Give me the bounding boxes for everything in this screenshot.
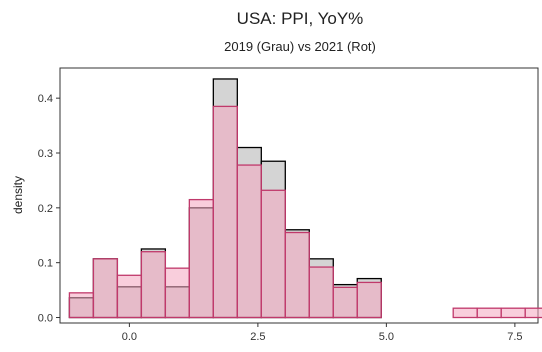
y-tick-label: 0.1: [38, 258, 53, 270]
x-tick-label: 7.5: [507, 331, 522, 343]
bar-2021-bin-17: [476, 307, 502, 319]
bar-2021-bin-18: [500, 307, 526, 319]
bar-2021-bin-0: [68, 292, 95, 319]
bar-2021-bin-5: [188, 198, 214, 319]
x-axis: 0.0 2.5 5.0 7.5: [122, 323, 523, 343]
bar-2021-bin-2: [116, 274, 143, 319]
bar-2021-bin-4: [164, 267, 191, 319]
y-tick-label: 0.0: [38, 313, 53, 325]
x-tick-label: 2.5: [250, 331, 265, 343]
x-tick-label: 5.0: [379, 331, 394, 343]
bar-2021-bin-7: [236, 164, 262, 319]
bar-2021-bin-10: [308, 266, 334, 319]
bar-2021-bin-16: [452, 307, 478, 319]
y-tick-label: 0.3: [38, 148, 53, 160]
bar-2021-bin-3: [140, 251, 167, 319]
y-axis-label: density: [11, 176, 25, 214]
bar-2021-bin-1: [92, 258, 119, 319]
bars-2021: [68, 105, 542, 319]
y-axis: 0.0 0.1 0.2 0.3 0.4: [38, 93, 60, 325]
bar-2021-bin-6: [212, 105, 238, 319]
bar-2021-bin-19: [524, 307, 542, 319]
bar-2021-bin-11: [332, 286, 358, 319]
x-tick-label: 0.0: [122, 331, 137, 343]
bar-2021-bin-9: [284, 231, 310, 319]
chart-title: USA: PPI, YoY%: [237, 9, 364, 28]
y-tick-label: 0.4: [38, 93, 53, 105]
bar-2021-bin-12: [356, 281, 382, 319]
chart-subtitle: 2019 (Grau) vs 2021 (Rot): [224, 39, 376, 54]
y-tick-label: 0.2: [38, 203, 53, 215]
bar-2021-bin-8: [260, 189, 286, 319]
